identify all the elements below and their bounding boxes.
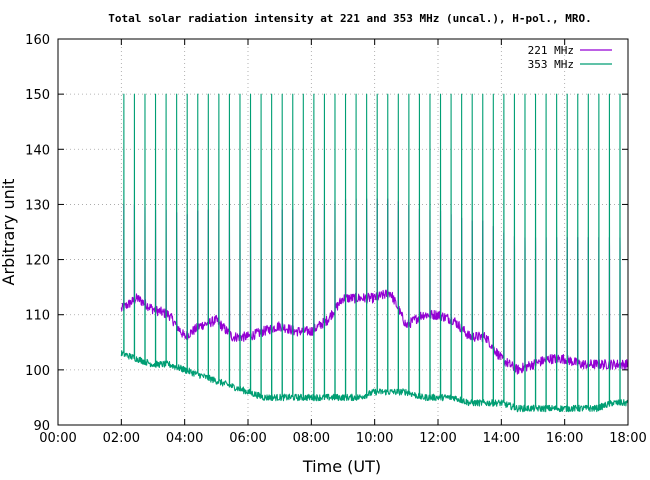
- series-line-353-mhz: [120, 93, 629, 413]
- x-tick-label: 14:00: [483, 431, 520, 446]
- x-tick-label: 02:00: [103, 431, 140, 446]
- series-layer: [120, 93, 629, 413]
- y-axis-label: Arbitrary unit: [0, 179, 18, 286]
- x-tick-label: 12:00: [419, 431, 456, 446]
- chart-title: Total solar radiation intensity at 221 a…: [108, 12, 591, 25]
- x-tick-label: 10:00: [356, 431, 393, 446]
- y-tick-label: 160: [25, 33, 50, 48]
- x-tick-label: 06:00: [229, 431, 266, 446]
- plot-frame: [57, 38, 629, 426]
- axis-ticks: 00:00 02:00 04:00 06:00 08:00 10:00 12:00 14:00…: [25, 33, 647, 446]
- y-tick-label: 90: [33, 419, 50, 434]
- x-tick-label: 04:00: [166, 431, 203, 446]
- x-tick-label: 08:00: [293, 431, 330, 446]
- x-axis-label: Time (UT): [302, 457, 381, 476]
- y-tick-label: 130: [25, 198, 50, 213]
- series-line-221-mhz: [120, 198, 629, 375]
- legend-label-353: 353 MHz: [528, 58, 574, 71]
- y-tick-label: 140: [25, 143, 50, 158]
- y-tick-label: 110: [25, 309, 50, 324]
- legend-label-221: 221 MHz: [528, 44, 574, 57]
- x-tick-label: 18:00: [609, 431, 646, 446]
- x-tick-label: 16:00: [546, 431, 583, 446]
- y-tick-label: 120: [25, 254, 50, 269]
- legend: 221 MHz 353 MHz: [528, 44, 612, 71]
- grid: [58, 39, 628, 425]
- y-tick-label: 100: [25, 364, 50, 379]
- y-tick-label: 150: [25, 88, 50, 103]
- x-tick-label: 00:00: [39, 431, 76, 446]
